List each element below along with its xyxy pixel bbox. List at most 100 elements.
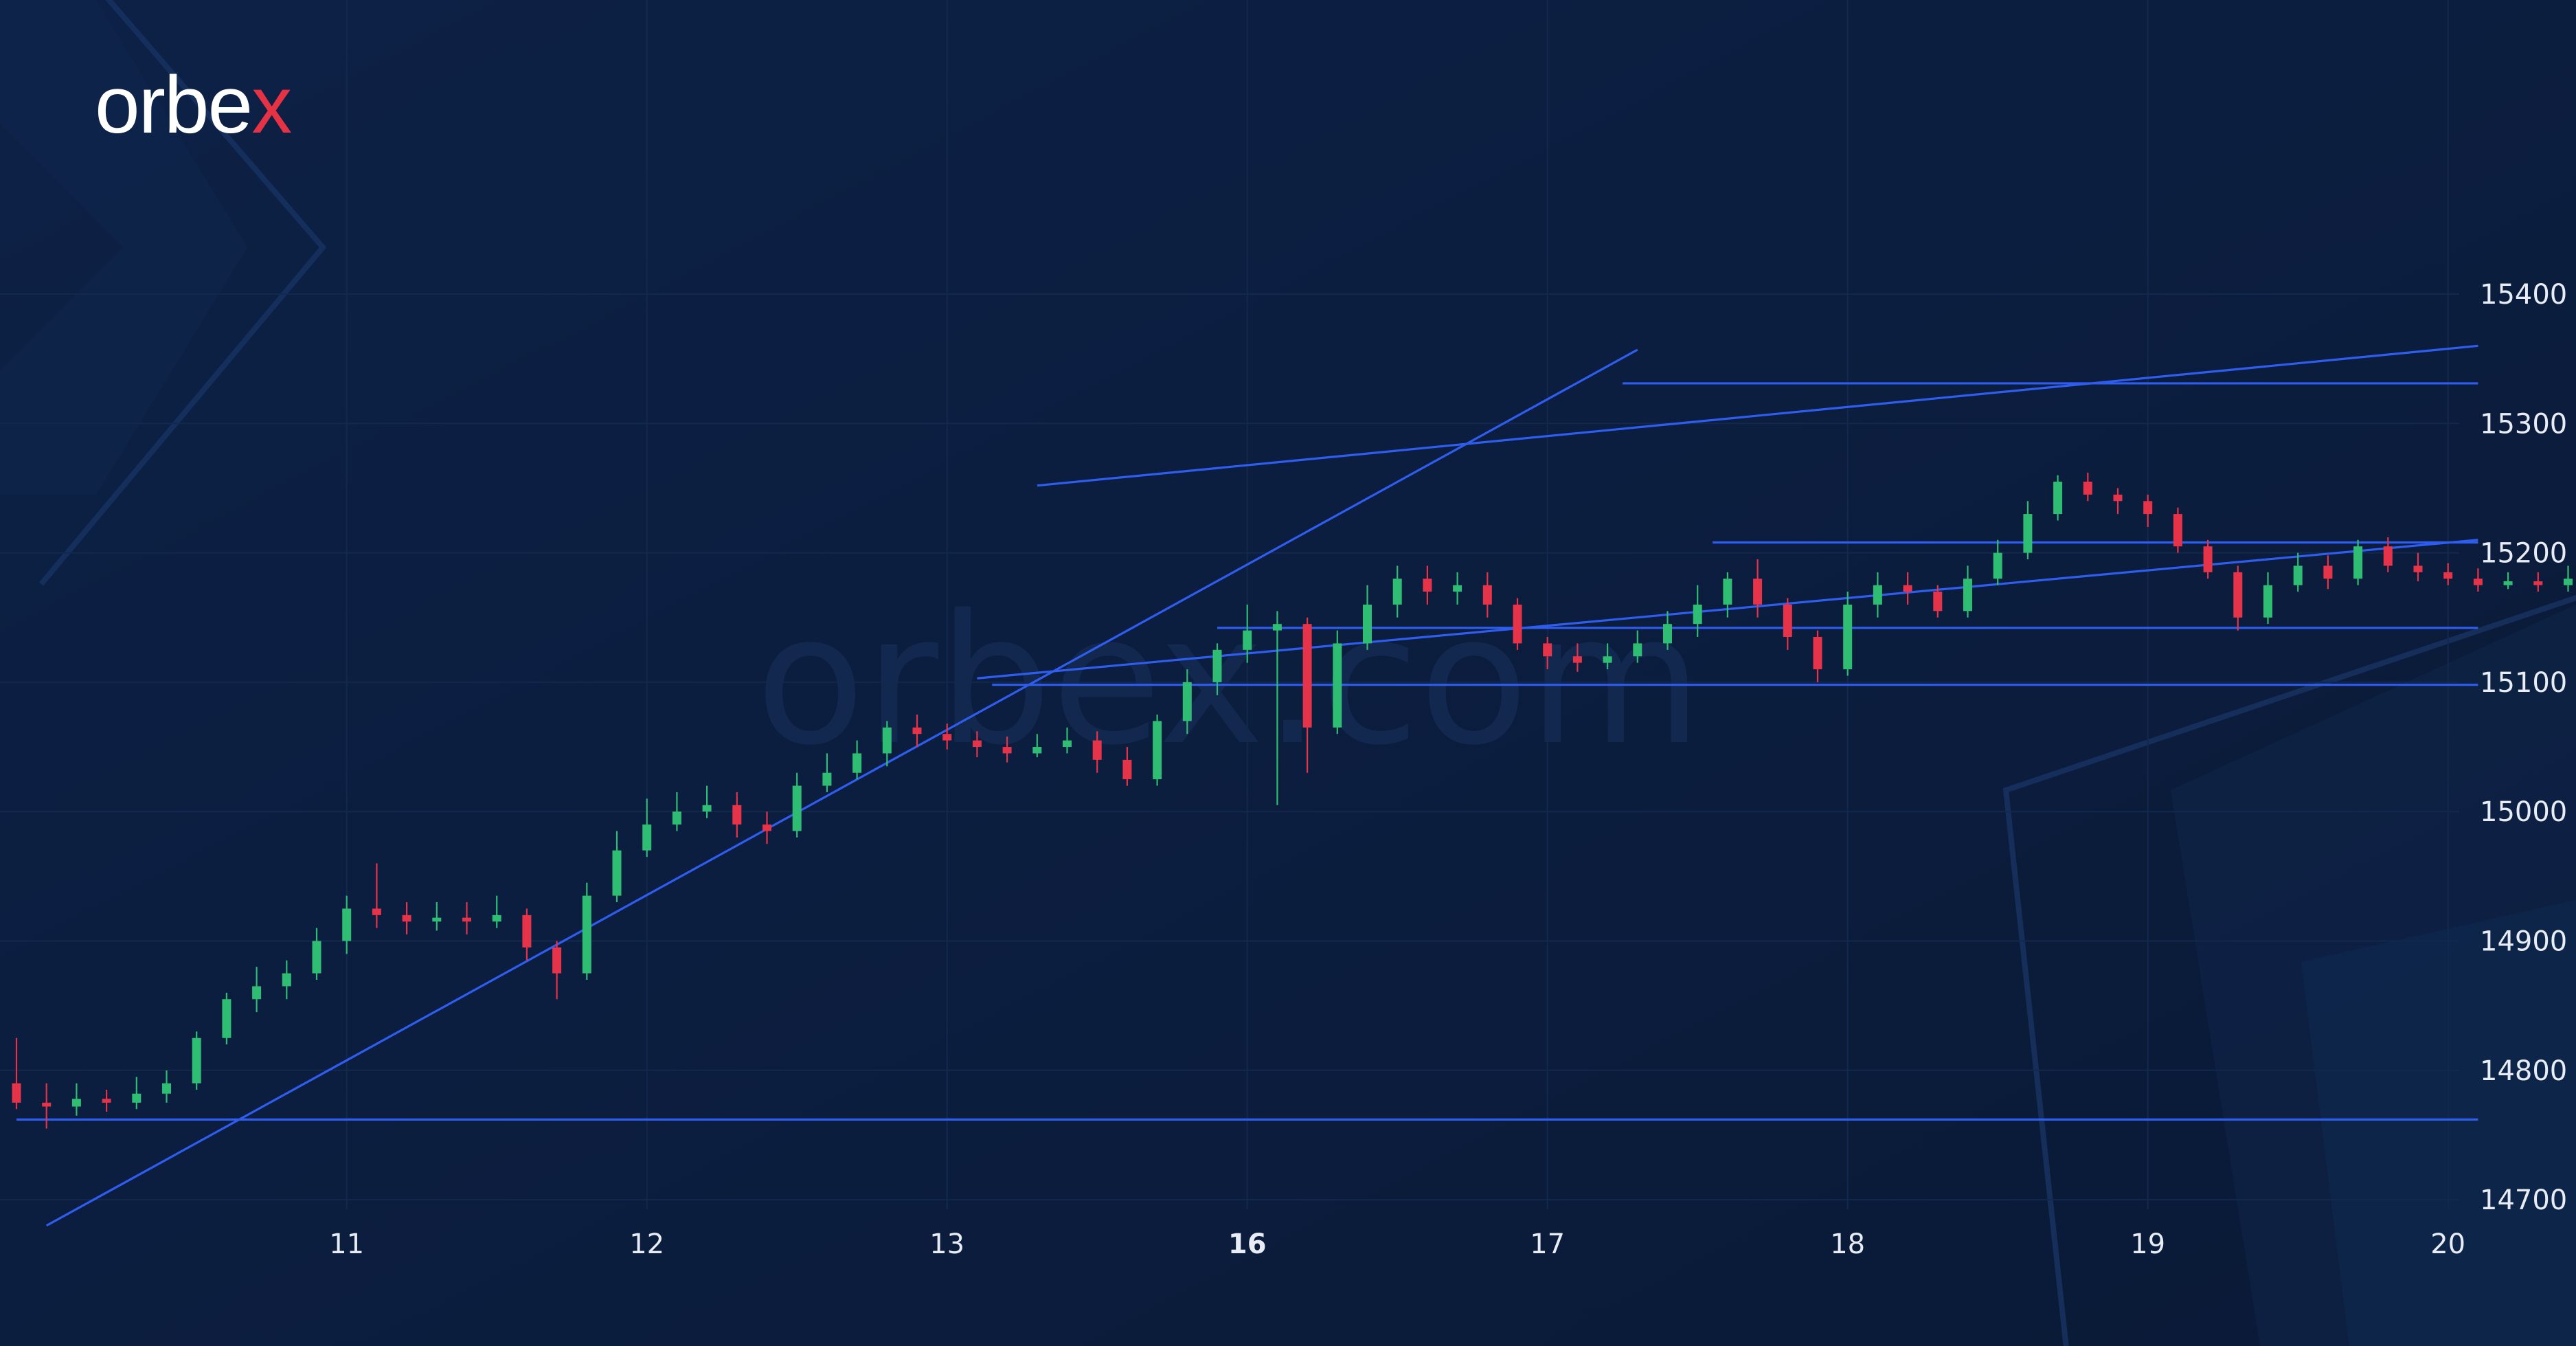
candle — [1092, 731, 1102, 773]
x-tick-label-12: 12 — [629, 1229, 664, 1260]
candle-body — [1783, 604, 1792, 637]
x-tick-label-13: 13 — [929, 1229, 964, 1260]
candle — [1513, 598, 1522, 650]
candle-body — [12, 1083, 21, 1103]
candle — [942, 724, 952, 750]
candle-body — [2293, 565, 2303, 585]
candle-body — [912, 727, 922, 734]
watermark-text: orbex.com — [756, 577, 1702, 785]
candle-body — [252, 986, 262, 1000]
line-steep-uptrend — [45, 348, 1638, 1227]
candle-body — [732, 805, 742, 825]
candle-body — [1423, 579, 1432, 592]
logo-accent-x: x — [251, 60, 291, 150]
candle-body — [2413, 565, 2423, 572]
candle — [2263, 572, 2272, 625]
candle-body — [1122, 759, 1132, 780]
candle — [2053, 475, 2063, 521]
svg-text:orbex: orbex — [95, 60, 291, 150]
candle-body — [71, 1099, 81, 1107]
candle-body — [1813, 636, 1822, 670]
candle-body — [2143, 501, 2153, 515]
candle-body — [1603, 656, 1612, 663]
candle-body — [972, 740, 982, 748]
x-tick-label-16: 16 — [1228, 1229, 1267, 1260]
candle — [1993, 539, 2002, 585]
candle-body — [1933, 592, 1943, 612]
candle — [882, 721, 892, 767]
candle-body — [222, 999, 231, 1038]
candle — [642, 798, 652, 857]
candle-body — [2053, 482, 2063, 515]
candle — [1243, 604, 1252, 663]
candle-body — [2233, 572, 2243, 618]
candle-body — [1543, 643, 1552, 657]
candle — [1482, 572, 1492, 618]
candle — [762, 811, 771, 844]
candle-body — [1873, 585, 1882, 605]
candle-body — [612, 850, 622, 896]
candle-body — [1363, 604, 1372, 644]
candle — [2533, 572, 2543, 592]
candle — [2173, 507, 2182, 553]
candle-body — [2023, 514, 2033, 553]
candle — [2564, 565, 2573, 592]
candle — [2083, 472, 2092, 502]
candle — [1572, 643, 1582, 672]
candle — [492, 895, 501, 928]
candle — [372, 863, 381, 928]
candle — [2353, 539, 2363, 585]
candles — [12, 472, 2573, 1129]
candle-body — [582, 895, 591, 974]
candle — [432, 902, 442, 931]
candle — [102, 1090, 111, 1112]
candle-body — [312, 941, 321, 974]
candle — [1423, 565, 1432, 605]
candle — [2473, 568, 2483, 592]
candle-body — [162, 1083, 171, 1094]
candle-body — [1002, 747, 1012, 754]
candle-body — [2203, 546, 2213, 572]
candle — [1603, 643, 1612, 670]
y-tick-label-14900: 14900 — [2480, 926, 2567, 958]
candle — [2323, 555, 2333, 590]
candle — [2113, 488, 2123, 515]
candle — [2143, 494, 2153, 527]
candle — [1783, 598, 1792, 650]
candle — [42, 1083, 52, 1129]
candle — [702, 785, 712, 818]
candle-body — [1753, 579, 1763, 605]
candle-body — [1843, 604, 1853, 670]
candle-body — [192, 1037, 201, 1084]
candle — [1002, 736, 1012, 763]
candle — [852, 740, 862, 780]
candle — [1693, 585, 1702, 637]
candle-body — [1453, 585, 1462, 592]
candle-body — [132, 1093, 142, 1103]
candle — [192, 1031, 201, 1090]
candle — [612, 831, 622, 903]
candle — [402, 902, 411, 935]
candle — [222, 992, 231, 1045]
candle-body — [372, 908, 381, 915]
candle — [1212, 643, 1222, 695]
candle — [1633, 630, 1642, 663]
x-axis: 11 12 13 16 17 18 19 20 — [329, 1229, 2465, 1260]
candle — [12, 1037, 21, 1110]
candle — [792, 772, 802, 838]
candle-body — [552, 947, 562, 974]
candle — [2293, 552, 2303, 592]
candle-body — [942, 734, 952, 741]
candle-body — [1693, 604, 1702, 625]
candle-body — [42, 1102, 52, 1107]
y-tick-label-14700: 14700 — [2480, 1185, 2567, 1216]
candle-body — [1243, 630, 1252, 650]
candle — [1873, 572, 1882, 618]
candle — [582, 882, 591, 980]
candle-body — [762, 825, 771, 831]
candle-body — [492, 915, 501, 922]
candle-body — [822, 772, 832, 786]
